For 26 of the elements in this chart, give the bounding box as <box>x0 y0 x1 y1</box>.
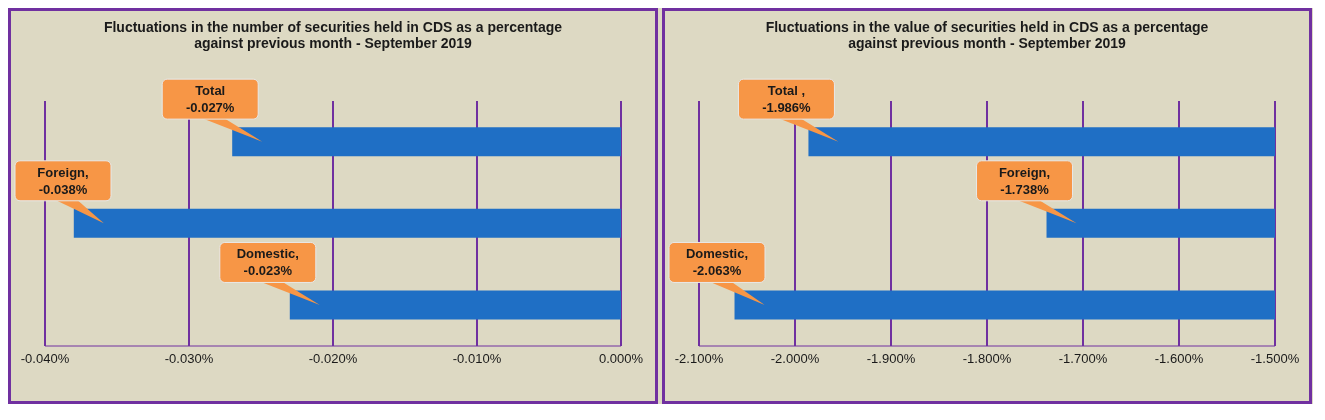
x-tick-label: 0.000% <box>598 351 644 367</box>
x-tick-label: -2.000% <box>770 351 820 367</box>
x-tick-label: -1.500% <box>1250 351 1300 367</box>
data-label: Foreign, -1.738% <box>998 164 1051 197</box>
x-tick-label: -0.030% <box>164 351 214 367</box>
callout: Domestic, -2.063% <box>668 241 766 305</box>
callout: Foreign, -0.038% <box>14 160 112 224</box>
data-label: Total -0.027% <box>185 83 235 116</box>
x-tick-label: -1.600% <box>1154 351 1204 367</box>
data-label: Total , -1.986% <box>762 83 812 116</box>
chart-title: Fluctuations in the value of securities held in CDS as a percentage against previous month - September 2019 <box>764 19 1210 51</box>
callout: Total -0.027% <box>161 78 263 142</box>
data-label: Domestic, -2.063% <box>685 246 749 279</box>
x-tick-label: -1.900% <box>866 351 916 367</box>
callout: Total , -1.986% <box>737 78 839 142</box>
callout: Domestic, -0.023% <box>219 241 320 305</box>
callout: Foreign, -1.738% <box>976 160 1077 224</box>
data-label: Domestic, -0.023% <box>236 246 299 279</box>
x-tick-label: -1.700% <box>1058 351 1108 367</box>
x-tick-label: -0.020% <box>308 351 358 367</box>
data-label: Foreign, -0.038% <box>37 164 89 197</box>
x-tick-label: -0.040% <box>20 351 70 367</box>
x-tick-label: -1.800% <box>962 351 1012 367</box>
chart-title: Fluctuations in the number of securities held in CDS as a percentage against previous month - September 2019 <box>102 19 564 51</box>
x-tick-label: -2.100% <box>674 351 724 367</box>
x-tick-label: -0.010% <box>452 351 502 367</box>
